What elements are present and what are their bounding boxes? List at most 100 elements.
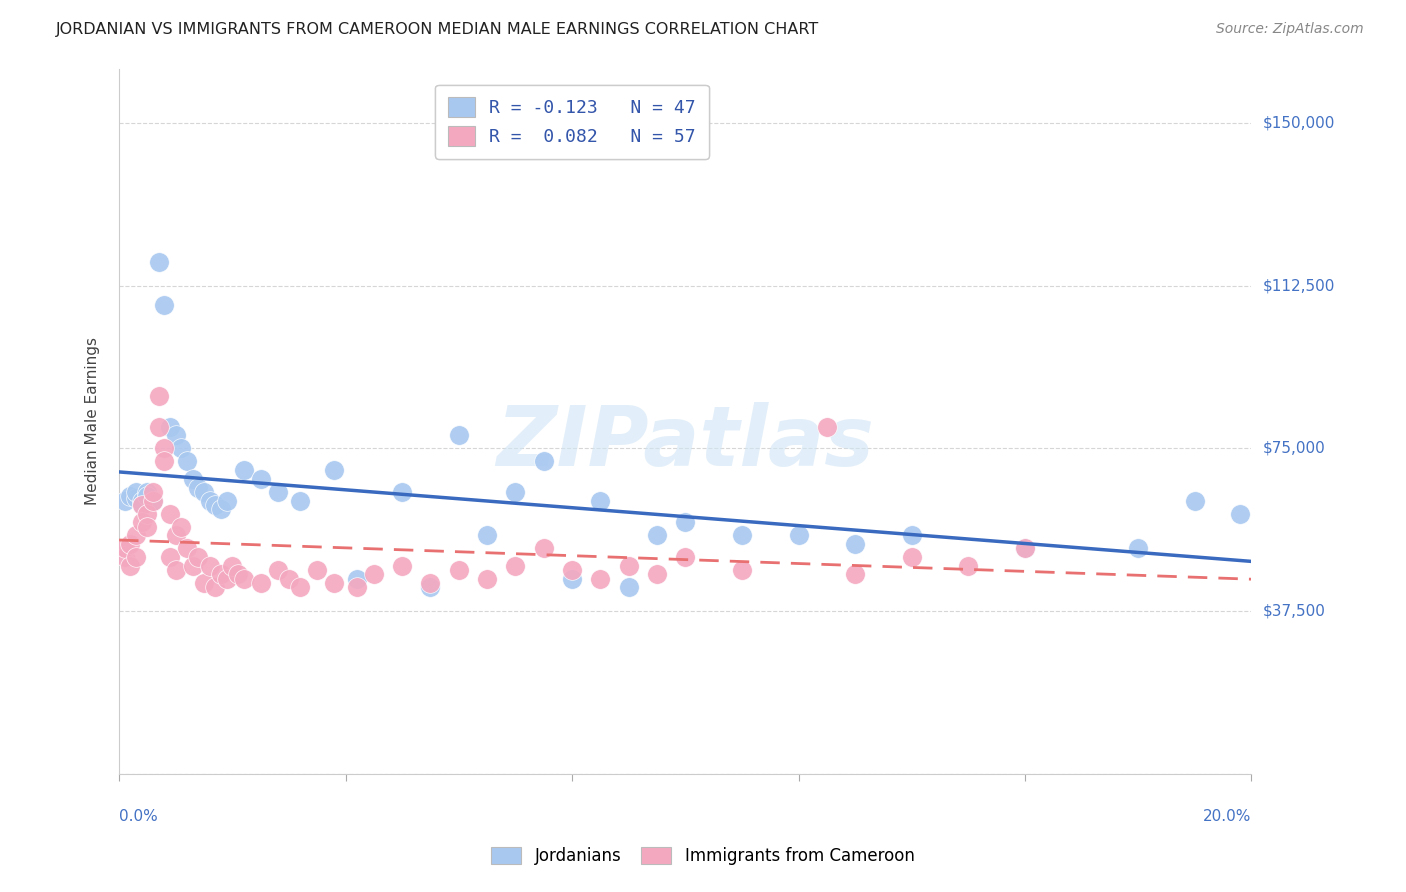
Point	[114, 541, 136, 556]
Point	[533, 454, 555, 468]
Point	[1014, 541, 1036, 556]
Point	[957, 558, 980, 573]
Point	[148, 389, 170, 403]
Point	[159, 549, 181, 564]
Point	[131, 498, 153, 512]
Point	[120, 537, 142, 551]
Point	[131, 498, 153, 512]
Point	[142, 493, 165, 508]
Point	[136, 484, 159, 499]
Point	[193, 576, 215, 591]
Point	[1014, 541, 1036, 556]
Point	[391, 484, 413, 499]
Point	[226, 567, 249, 582]
Point	[232, 572, 254, 586]
Point	[391, 558, 413, 573]
Point	[561, 563, 583, 577]
Point	[181, 558, 204, 573]
Point	[153, 442, 176, 456]
Point	[136, 489, 159, 503]
Point	[505, 558, 527, 573]
Text: JORDANIAN VS IMMIGRANTS FROM CAMEROON MEDIAN MALE EARNINGS CORRELATION CHART: JORDANIAN VS IMMIGRANTS FROM CAMEROON ME…	[56, 22, 820, 37]
Point	[731, 563, 754, 577]
Point	[290, 581, 312, 595]
Point	[176, 541, 198, 556]
Point	[1184, 493, 1206, 508]
Point	[215, 572, 238, 586]
Text: $37,500: $37,500	[1263, 604, 1326, 619]
Text: 0.0%: 0.0%	[120, 809, 157, 824]
Text: $150,000: $150,000	[1263, 115, 1336, 130]
Point	[153, 454, 176, 468]
Point	[153, 298, 176, 312]
Point	[533, 541, 555, 556]
Point	[249, 576, 271, 591]
Point	[419, 581, 441, 595]
Point	[176, 454, 198, 468]
Point	[170, 442, 193, 456]
Text: $75,000: $75,000	[1263, 441, 1326, 456]
Point	[589, 493, 612, 508]
Point	[165, 428, 187, 442]
Point	[148, 419, 170, 434]
Point	[363, 567, 385, 582]
Point	[136, 507, 159, 521]
Point	[193, 484, 215, 499]
Point	[844, 567, 866, 582]
Text: $112,500: $112,500	[1263, 278, 1336, 293]
Point	[307, 563, 329, 577]
Point	[346, 581, 368, 595]
Legend: R = -0.123   N = 47, R =  0.082   N = 57: R = -0.123 N = 47, R = 0.082 N = 57	[436, 85, 709, 159]
Point	[159, 419, 181, 434]
Point	[131, 516, 153, 530]
Point	[209, 502, 232, 516]
Text: Source: ZipAtlas.com: Source: ZipAtlas.com	[1216, 22, 1364, 37]
Point	[447, 428, 470, 442]
Point	[815, 419, 838, 434]
Point	[419, 576, 441, 591]
Point	[561, 572, 583, 586]
Point	[645, 528, 668, 542]
Point	[323, 576, 346, 591]
Point	[187, 481, 209, 495]
Point	[290, 493, 312, 508]
Point	[787, 528, 810, 542]
Point	[266, 484, 288, 499]
Point	[645, 567, 668, 582]
Point	[277, 572, 299, 586]
Point	[266, 563, 288, 577]
Point	[215, 493, 238, 508]
Point	[1229, 507, 1251, 521]
Point	[120, 558, 142, 573]
Point	[114, 549, 136, 564]
Point	[125, 484, 148, 499]
Point	[447, 563, 470, 577]
Point	[731, 528, 754, 542]
Point	[617, 558, 640, 573]
Point	[475, 572, 498, 586]
Point	[589, 572, 612, 586]
Point	[900, 549, 922, 564]
Point	[125, 528, 148, 542]
Point	[323, 463, 346, 477]
Point	[249, 472, 271, 486]
Point	[1128, 541, 1150, 556]
Point	[475, 528, 498, 542]
Point	[131, 493, 153, 508]
Point	[673, 549, 696, 564]
Point	[142, 484, 165, 499]
Point	[114, 493, 136, 508]
Point	[209, 567, 232, 582]
Point	[617, 581, 640, 595]
Point	[181, 472, 204, 486]
Point	[232, 463, 254, 477]
Point	[165, 528, 187, 542]
Point	[900, 528, 922, 542]
Legend: Jordanians, Immigrants from Cameroon: Jordanians, Immigrants from Cameroon	[481, 837, 925, 875]
Point	[198, 558, 221, 573]
Point	[142, 493, 165, 508]
Point	[346, 572, 368, 586]
Point	[221, 558, 243, 573]
Point	[125, 491, 148, 506]
Text: 20.0%: 20.0%	[1204, 809, 1251, 824]
